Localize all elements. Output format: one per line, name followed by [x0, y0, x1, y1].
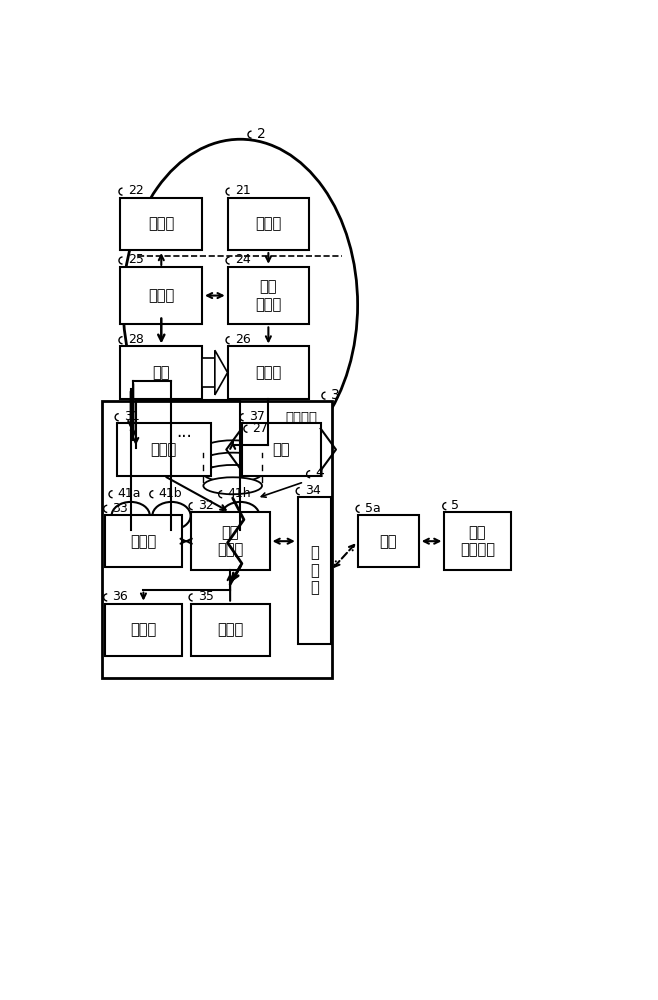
Bar — [297, 497, 331, 644]
Text: 接
口
部: 接 口 部 — [310, 546, 318, 595]
Text: 信号
处理部: 信号 处理部 — [255, 279, 282, 312]
Text: 托架: 托架 — [380, 534, 397, 549]
Text: 接收部: 接收部 — [151, 442, 177, 457]
Text: 21: 21 — [235, 184, 251, 197]
Bar — [228, 346, 309, 399]
Text: ...: ... — [199, 504, 216, 522]
Ellipse shape — [153, 502, 191, 530]
Text: 显示部: 显示部 — [130, 622, 157, 637]
Text: 图像
显示装置: 图像 显示装置 — [460, 525, 495, 557]
Bar — [228, 267, 309, 324]
Text: 5a: 5a — [365, 502, 380, 515]
Ellipse shape — [203, 440, 262, 457]
Text: 35: 35 — [198, 590, 214, 603]
Text: 31: 31 — [124, 410, 139, 423]
Bar — [191, 512, 270, 570]
Text: 操作部: 操作部 — [217, 622, 243, 637]
Text: 电池: 电池 — [153, 365, 170, 380]
Bar — [120, 267, 202, 324]
Text: 32: 32 — [198, 499, 213, 512]
Text: 36: 36 — [113, 590, 128, 603]
Ellipse shape — [112, 502, 150, 530]
Text: 25: 25 — [128, 253, 143, 266]
Ellipse shape — [203, 465, 262, 482]
Text: 接收装置: 接收装置 — [286, 411, 318, 424]
Text: 24: 24 — [235, 253, 251, 266]
Text: 22: 22 — [128, 184, 143, 197]
Text: 4: 4 — [315, 466, 324, 480]
Bar — [228, 198, 309, 250]
Text: 照明部: 照明部 — [148, 216, 174, 231]
Bar — [191, 604, 270, 656]
Text: 37: 37 — [249, 410, 265, 423]
Bar — [241, 423, 320, 476]
Ellipse shape — [203, 477, 262, 494]
Text: 发送部: 发送部 — [255, 365, 282, 380]
Text: 34: 34 — [305, 484, 320, 497]
Text: 存储器: 存储器 — [130, 534, 157, 549]
Bar — [105, 604, 182, 656]
Text: 信号
处理部: 信号 处理部 — [217, 525, 243, 557]
Ellipse shape — [203, 453, 262, 470]
Bar — [120, 198, 202, 250]
Bar — [444, 512, 511, 570]
Text: 33: 33 — [113, 502, 128, 515]
Bar — [105, 515, 182, 567]
Bar — [101, 401, 332, 678]
Polygon shape — [215, 350, 228, 395]
Text: 2: 2 — [257, 127, 265, 141]
Ellipse shape — [221, 502, 259, 530]
Bar — [120, 346, 202, 399]
Text: 41h: 41h — [227, 487, 251, 500]
Text: 41b: 41b — [159, 487, 182, 500]
Bar — [358, 515, 419, 567]
Text: 28: 28 — [128, 333, 143, 346]
Text: 27: 27 — [253, 422, 268, 434]
Text: 电池: 电池 — [272, 442, 290, 457]
Text: ...: ... — [176, 423, 192, 441]
Bar — [202, 358, 215, 387]
Text: 存储器: 存储器 — [148, 288, 174, 303]
Bar — [116, 423, 211, 476]
Text: 3: 3 — [330, 388, 340, 402]
Text: 5: 5 — [451, 499, 459, 512]
Text: 摄像部: 摄像部 — [255, 216, 282, 231]
Text: 41a: 41a — [118, 487, 141, 500]
Text: 26: 26 — [235, 333, 251, 346]
Ellipse shape — [123, 139, 358, 470]
